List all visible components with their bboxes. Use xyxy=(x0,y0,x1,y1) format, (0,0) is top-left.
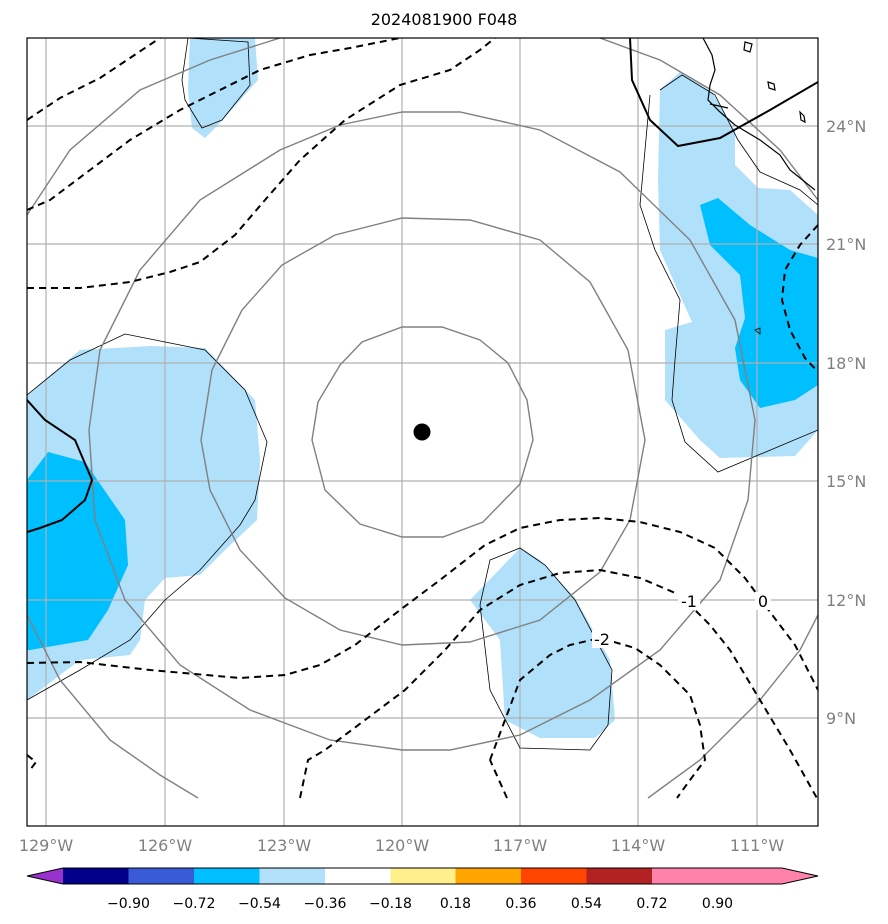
lat-label: 24°N xyxy=(826,117,866,136)
map-plot-area: 0 -1 -2 xyxy=(27,38,818,826)
colorbar-segment xyxy=(259,868,325,884)
colorbar-segment xyxy=(63,868,129,884)
colorbar-tick-label: 0.54 xyxy=(571,896,602,912)
contour-labels: 0 -1 -2 xyxy=(592,592,771,649)
colorbar-segment xyxy=(325,868,391,884)
lon-label: 126°W xyxy=(138,836,193,855)
lon-label: 117°W xyxy=(493,836,548,855)
colorbar-tick-label: −0.54 xyxy=(238,896,281,912)
lat-label: 12°N xyxy=(826,591,866,610)
contour-label-0: 0 xyxy=(758,592,768,611)
lat-label: 18°N xyxy=(826,354,866,373)
lon-label: 111°W xyxy=(730,836,785,855)
colorbar: −0.90 −0.72 −0.54 −0.36 −0.18 0.18 0.36 … xyxy=(26,867,819,912)
anomaly-outlines xyxy=(27,38,818,751)
longitude-labels: 129°W 126°W 123°W 120°W 117°W 114°W 111°… xyxy=(19,836,785,855)
colorbar-outline xyxy=(26,867,819,885)
lat-label: 21°N xyxy=(826,235,866,254)
dashed-contours xyxy=(27,38,818,801)
lat-label: 15°N xyxy=(826,472,866,491)
colorbar-tick-label: 0.90 xyxy=(702,896,733,912)
map-frame xyxy=(26,37,819,827)
contour-label-minus-2: -2 xyxy=(594,630,610,649)
lon-label: 114°W xyxy=(611,836,666,855)
concentric-contours xyxy=(27,38,818,799)
lon-label: 129°W xyxy=(19,836,74,855)
solid-contours xyxy=(27,38,818,533)
lon-label: 123°W xyxy=(257,836,312,855)
colorbar-tick-label: −0.90 xyxy=(107,896,150,912)
colorbar-tick-label: −0.18 xyxy=(369,896,412,912)
colorbar-segment xyxy=(390,868,456,884)
colorbar-low-extend xyxy=(27,868,63,884)
colorbar-segment xyxy=(455,868,521,884)
anomaly-shading xyxy=(27,38,818,738)
colorbar-tick-label: −0.36 xyxy=(304,896,347,912)
storm-center-dot xyxy=(413,423,431,441)
colorbar-segment xyxy=(194,868,260,884)
map-title: 2024081900 F048 xyxy=(370,10,518,29)
colorbar-tick-label: 0.36 xyxy=(505,896,536,912)
colorbar-tick-label: 0.18 xyxy=(440,896,471,912)
colorbar-high-extend xyxy=(717,868,818,884)
coastline xyxy=(702,38,816,191)
contour-label-minus-1: -1 xyxy=(681,592,697,611)
latitude-labels: 24°N 21°N 18°N 15°N 12°N 9°N xyxy=(826,117,866,728)
lon-label: 120°W xyxy=(375,836,430,855)
lat-label: 9°N xyxy=(826,709,856,728)
colorbar-segment xyxy=(652,868,718,884)
colorbar-segment xyxy=(128,868,194,884)
colorbar-tick-label: −0.72 xyxy=(173,896,216,912)
colorbar-tick-label: 0.72 xyxy=(636,896,667,912)
colorbar-segment xyxy=(586,868,652,884)
colorbar-segment xyxy=(521,868,587,884)
